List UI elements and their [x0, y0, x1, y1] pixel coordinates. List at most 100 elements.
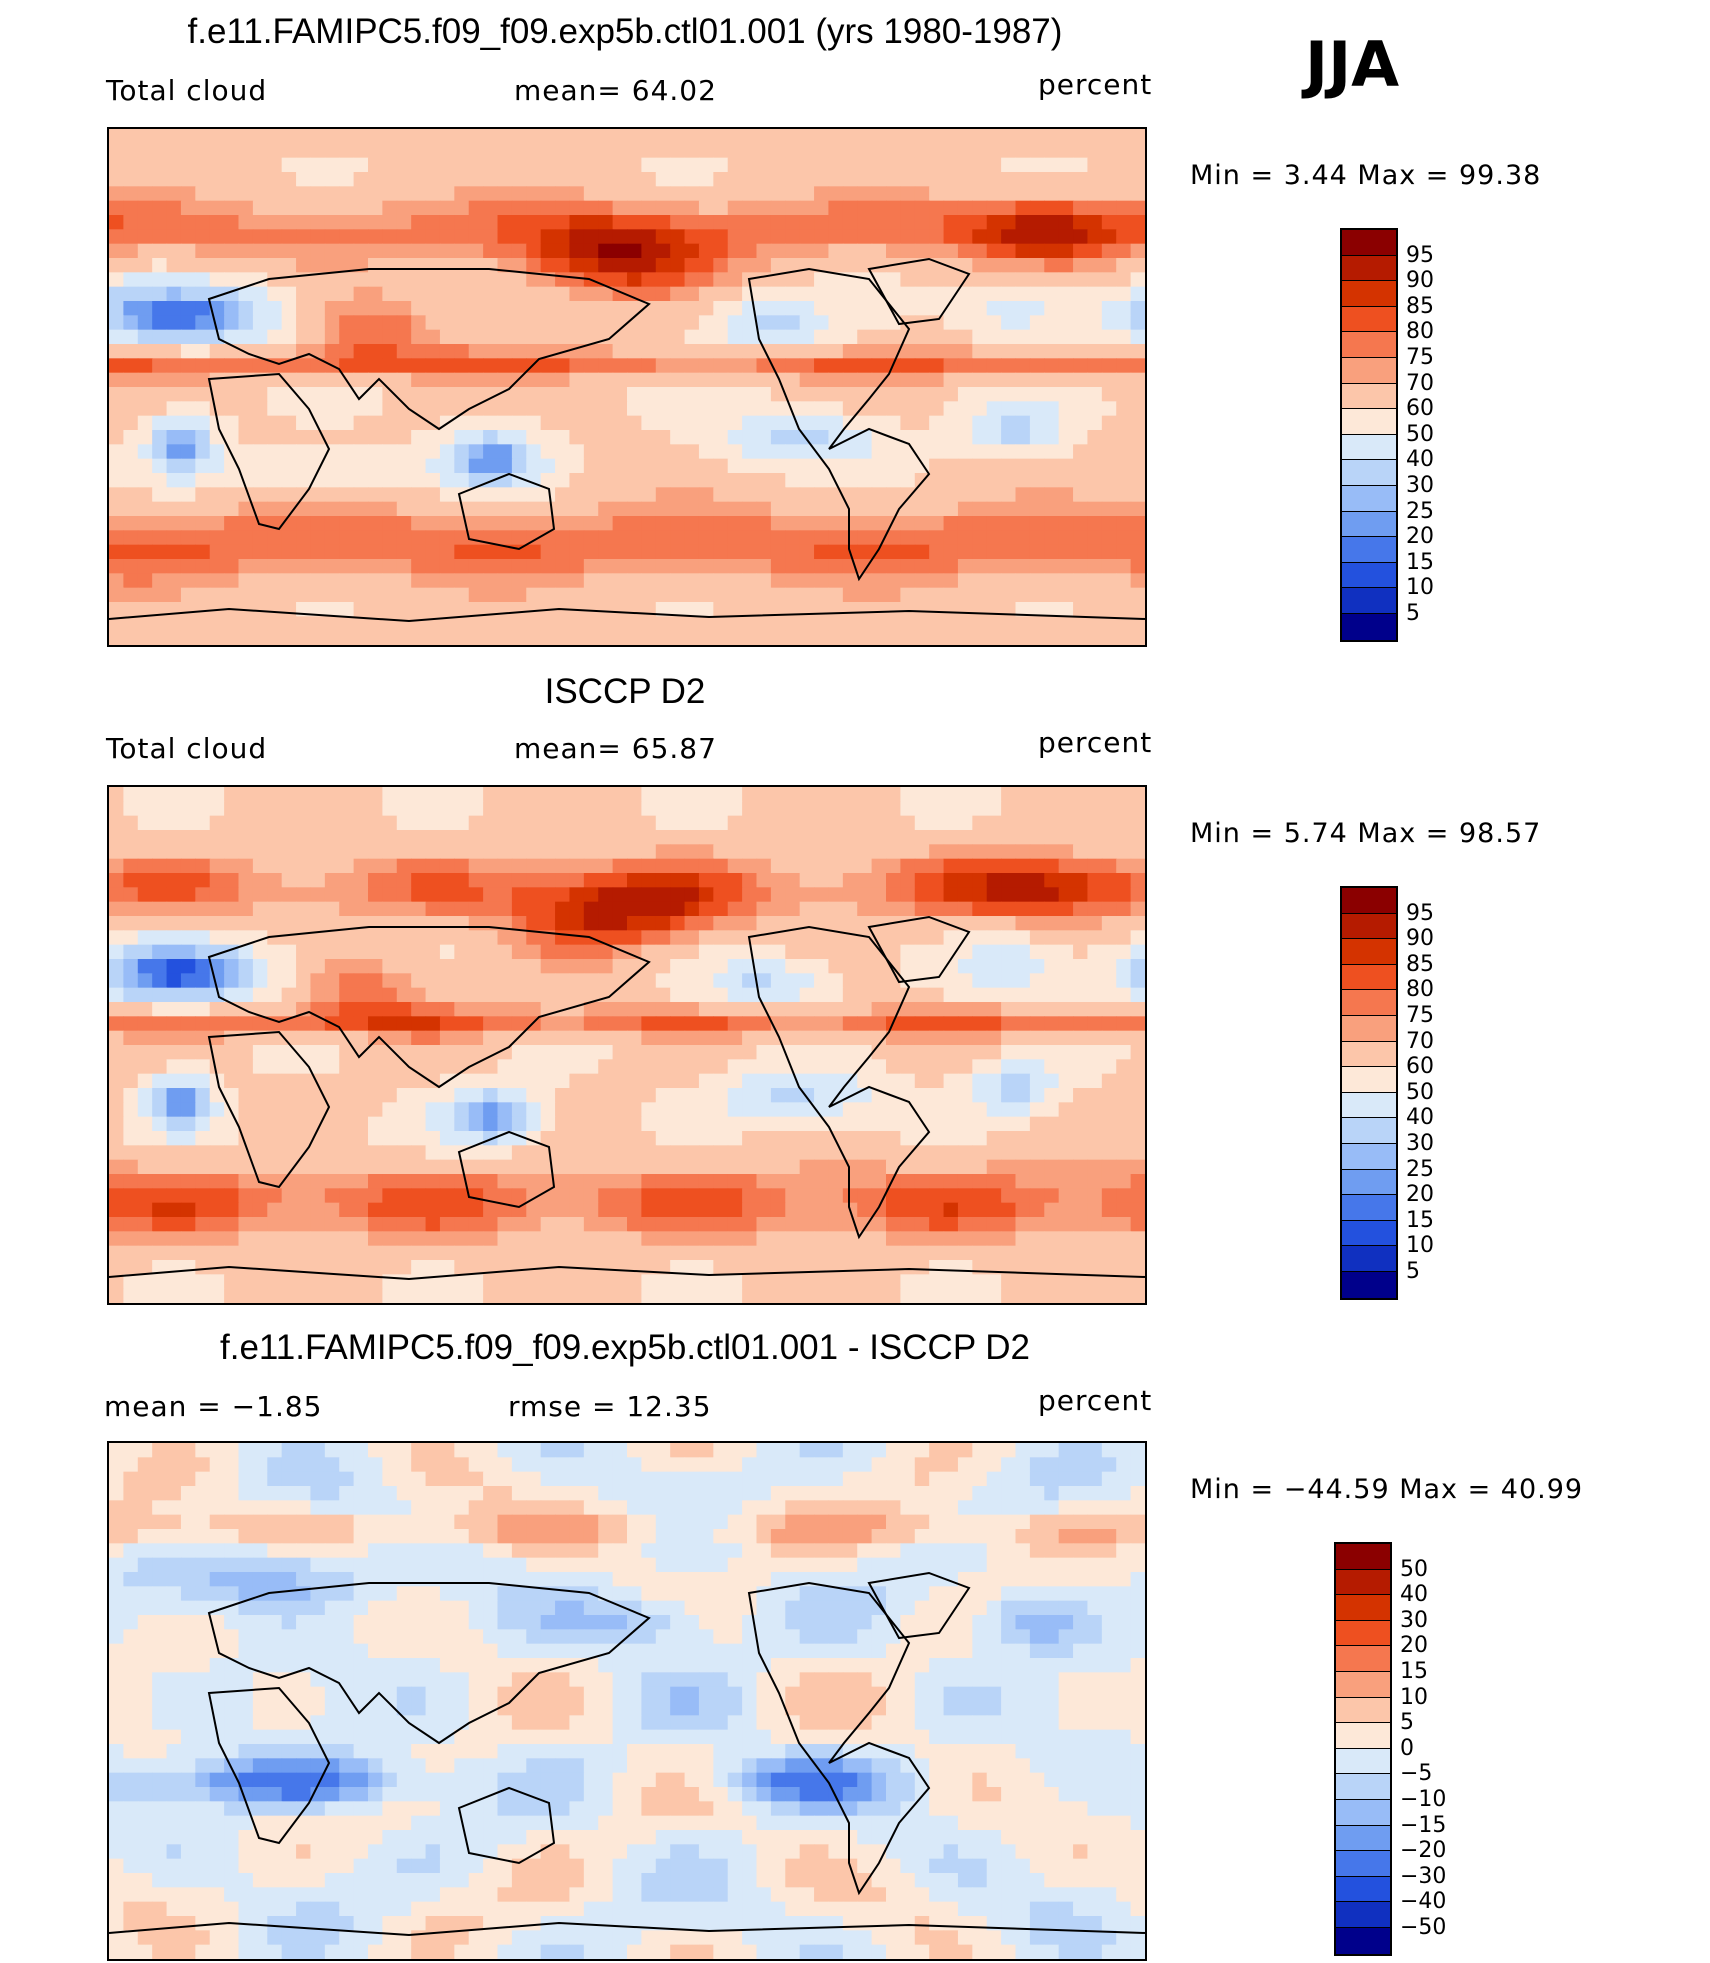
map-cell [756, 1059, 772, 1075]
map-cell [296, 1116, 312, 1132]
map-cell [1015, 873, 1031, 888]
map-cell [770, 1231, 786, 1247]
map-cell [555, 1030, 571, 1046]
map-cell [627, 301, 642, 316]
map-cell [353, 444, 369, 460]
map-cell [957, 1131, 973, 1146]
map-cell [655, 901, 671, 917]
map-cell [425, 559, 441, 574]
map-cell [439, 873, 455, 888]
map-cell [655, 787, 671, 802]
map-cell [109, 573, 124, 589]
map-cell [785, 1073, 801, 1089]
map-cell [957, 200, 973, 216]
map-cell [324, 530, 340, 546]
map-cell [828, 1202, 844, 1218]
map-cell [957, 215, 973, 230]
map-cell [1116, 272, 1132, 288]
map-cell [814, 401, 830, 417]
map-cell [569, 458, 585, 474]
map-cell [454, 1030, 470, 1046]
map-cell [943, 873, 959, 888]
map-cell [670, 844, 686, 860]
map-cell [1044, 172, 1060, 187]
map-cell [454, 1002, 470, 1017]
map-cell [511, 559, 527, 574]
map-cell [799, 1217, 815, 1232]
map-cell [929, 602, 945, 617]
map-cell [281, 987, 297, 1003]
map-cell [109, 587, 124, 603]
map-cell [770, 1131, 786, 1146]
map-cell [1073, 1016, 1089, 1032]
map-cell [598, 901, 614, 917]
map-cell [641, 272, 657, 288]
map-cell [511, 315, 527, 331]
map-cell [1029, 200, 1045, 216]
map-cell [698, 430, 714, 445]
panel-2-variable-label: Total cloud [106, 732, 268, 765]
map-cell [281, 315, 297, 331]
map-cell [425, 258, 441, 273]
map-cell [857, 959, 873, 974]
panel-1-mean-label: mean= 64.02 [514, 74, 717, 107]
map-cell [612, 1088, 628, 1103]
map-cell [339, 830, 355, 845]
map-cell [339, 1016, 355, 1032]
map-cell [684, 415, 700, 431]
map-cell [799, 1188, 815, 1204]
map-cell [511, 987, 527, 1003]
map-cell [770, 530, 786, 546]
map-cell [382, 129, 398, 144]
map-cell [224, 487, 240, 503]
map-cell [195, 1088, 211, 1103]
map-cell [511, 286, 527, 302]
map-cell [238, 215, 254, 230]
map-cell [857, 987, 873, 1003]
map-cell [886, 787, 901, 802]
map-cell [238, 415, 254, 431]
map-cell [123, 1131, 139, 1146]
map-cell [598, 944, 614, 960]
map-cell [281, 458, 297, 474]
map-cell [986, 1016, 1002, 1032]
map-cell [411, 301, 427, 316]
map-cell [396, 1245, 412, 1261]
map-cell [252, 1002, 268, 1017]
map-cell [814, 387, 830, 402]
map-cell [727, 1245, 743, 1261]
map-cell [526, 787, 542, 802]
map-cell [540, 1245, 556, 1261]
map-cell [137, 200, 153, 216]
map-cell [670, 1231, 686, 1247]
map-cell [900, 401, 916, 417]
map-cell [972, 1159, 988, 1175]
map-cell [382, 815, 398, 831]
map-cell [540, 387, 556, 402]
map-cell [684, 157, 700, 173]
map-cell [310, 129, 326, 144]
map-cell [555, 473, 571, 488]
map-cell [281, 200, 297, 216]
map-cell [1001, 801, 1017, 817]
map-cell [511, 801, 527, 817]
map-cell [137, 1174, 153, 1189]
map-cell [698, 602, 714, 617]
map-cell [1001, 858, 1017, 874]
map-cell [497, 616, 513, 632]
map-cell [1015, 916, 1031, 931]
map-cell [454, 873, 470, 888]
map-cell [238, 1217, 254, 1232]
map-cell [396, 559, 412, 574]
map-cell [1130, 844, 1145, 860]
map-cell [137, 959, 153, 974]
map-cell [698, 815, 714, 831]
map-cell [684, 272, 700, 288]
map-cell [511, 1188, 527, 1204]
map-cell [540, 215, 556, 230]
map-cell [799, 229, 815, 245]
map-cell [310, 573, 326, 589]
map-cell [1073, 129, 1089, 144]
map-cell [1001, 1002, 1017, 1017]
map-cell [770, 1059, 786, 1075]
